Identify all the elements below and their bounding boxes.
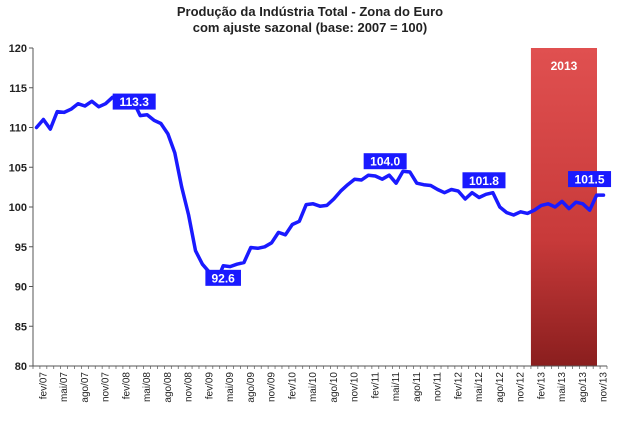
data-label: 92.6 bbox=[212, 271, 236, 285]
data-label: 113.3 bbox=[120, 95, 150, 109]
x-tick-label: ago/07 bbox=[80, 372, 91, 403]
data-label-box bbox=[363, 153, 407, 170]
y-tick-label: 95 bbox=[15, 242, 27, 254]
x-tick-label: fev/11 bbox=[370, 372, 381, 399]
x-tick-label: nov/08 bbox=[184, 372, 195, 402]
x-tick-label: fev/09 bbox=[204, 372, 215, 400]
y-tick-label: 100 bbox=[9, 202, 27, 214]
y-tick-label: 120 bbox=[9, 43, 27, 55]
x-tick-label: fev/13 bbox=[536, 372, 547, 400]
x-tick-label: fev/10 bbox=[287, 372, 298, 400]
x-tick-label: mai/13 bbox=[557, 372, 568, 402]
y-tick-label: 115 bbox=[9, 83, 27, 95]
y-tick-label: 105 bbox=[9, 162, 27, 174]
x-tick-label: nov/09 bbox=[267, 372, 278, 402]
x-tick-label: mai/12 bbox=[474, 372, 485, 402]
chart-subtitle: com ajuste sazonal (base: 2007 = 100) bbox=[192, 20, 428, 35]
x-tick-label: fev/12 bbox=[453, 372, 464, 400]
x-tick-label: fev/08 bbox=[121, 372, 132, 400]
y-tick-label: 80 bbox=[15, 361, 27, 373]
data-label-box bbox=[462, 172, 506, 189]
x-tick-label: ago/12 bbox=[495, 372, 506, 403]
x-tick-label: ago/09 bbox=[246, 372, 257, 403]
x-tick-label: nov/07 bbox=[101, 372, 112, 402]
x-tick-label: mai/07 bbox=[59, 372, 70, 402]
x-tick-label: ago/11 bbox=[412, 372, 423, 402]
x-tick-label: nov/10 bbox=[350, 372, 361, 402]
data-label-box bbox=[568, 171, 612, 188]
x-tick-label: nov/13 bbox=[599, 372, 610, 402]
data-label: 101.8 bbox=[469, 174, 499, 188]
x-tick-label: mai/09 bbox=[225, 372, 236, 402]
series-line bbox=[34, 95, 606, 285]
data-label: 101.5 bbox=[575, 173, 605, 187]
x-tick-label: fev/07 bbox=[38, 372, 49, 400]
x-tick-label: nov/12 bbox=[516, 372, 527, 402]
data-label-box bbox=[112, 93, 156, 110]
chart-title: Produção da Indústria Total - Zona do Eu… bbox=[176, 4, 444, 19]
highlight-band-label: 2013 bbox=[551, 59, 578, 73]
x-tick-label: nov/11 bbox=[433, 372, 444, 402]
y-tick-label: 110 bbox=[9, 123, 27, 135]
x-tick-label: mai/11 bbox=[391, 372, 402, 402]
y-tick-label: 85 bbox=[15, 321, 27, 333]
x-tick-label: ago/10 bbox=[329, 372, 340, 403]
data-label: 104.0 bbox=[370, 155, 400, 169]
x-tick-label: mai/10 bbox=[308, 372, 319, 402]
data-label-box bbox=[205, 269, 241, 286]
x-tick-label: ago/08 bbox=[163, 372, 174, 403]
x-tick-label: ago/13 bbox=[578, 372, 589, 403]
x-tick-label: mai/08 bbox=[142, 372, 153, 402]
y-tick-label: 90 bbox=[15, 282, 27, 294]
